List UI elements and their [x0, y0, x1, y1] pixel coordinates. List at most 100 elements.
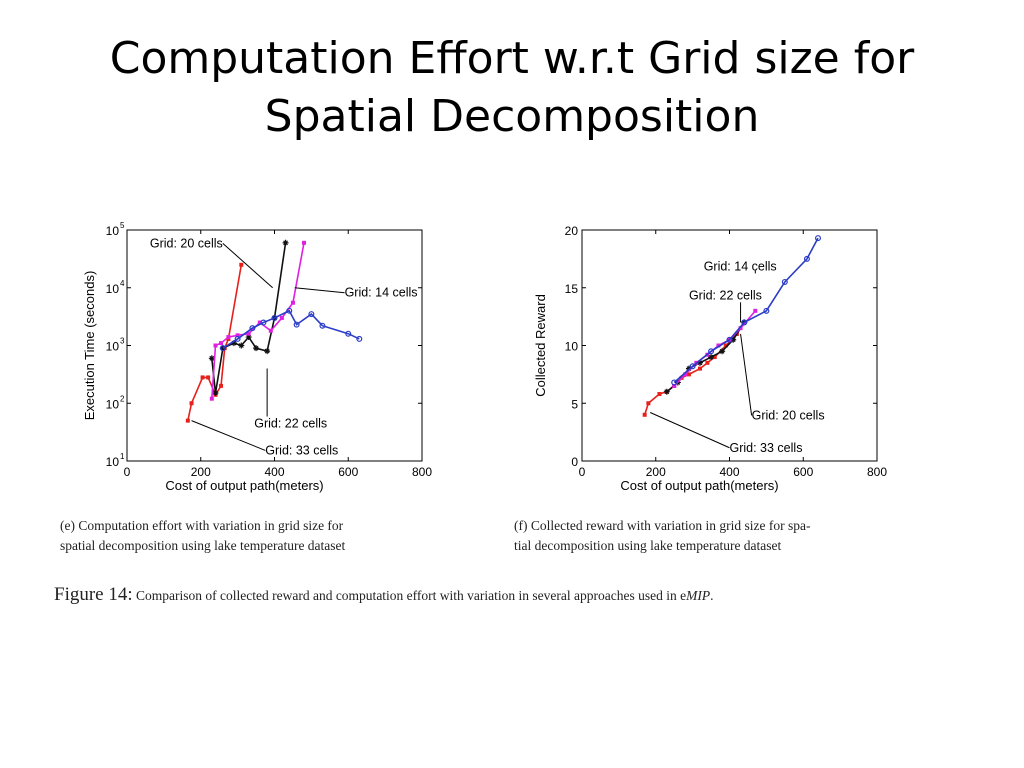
annotation-connector — [294, 287, 345, 294]
plot-frame — [126, 229, 423, 462]
data-point-grid-22-cells — [282, 239, 289, 246]
series-line-grid-14-cells — [222, 309, 360, 349]
y-tick-label: 0 — [571, 455, 578, 469]
data-point-grid-14-cells — [234, 335, 241, 342]
x-tick-label: 200 — [646, 465, 666, 479]
data-point-grid-33-cells — [698, 366, 702, 371]
y-tick-label: 10 — [106, 224, 120, 238]
data-point-grid-14-cells — [271, 314, 278, 321]
series-line-grid-22-cells — [211, 242, 287, 394]
data-point-grid-22-cells — [697, 359, 703, 366]
annotation-label: Grid: 14 cells — [345, 286, 418, 300]
caption-left-line-1: (e) Computation effort with variation in… — [60, 518, 344, 533]
y-tick-label: 5 — [571, 397, 578, 411]
y-tick-label: 10 — [106, 397, 120, 411]
data-point-grid-33-cells — [239, 262, 244, 267]
data-point-grid-33-cells — [646, 401, 651, 406]
annotation-label: Grid: 33 cells — [265, 443, 338, 457]
annotation-connector — [191, 420, 266, 451]
data-point-grid-20-cells — [268, 328, 273, 333]
data-point-grid-20-cells — [672, 383, 677, 388]
x-tick-label: 0 — [124, 465, 131, 479]
slide-title-line-2: Spatial Decomposition — [264, 91, 760, 142]
data-point-grid-33-cells — [185, 418, 190, 423]
x-tick-label: 800 — [867, 465, 887, 479]
annotation-label: Grid: 14 cells — [704, 259, 777, 273]
data-point-grid-14-cells — [319, 322, 326, 329]
x-tick-label: 400 — [719, 465, 739, 479]
caption-right-line-2: tial decomposition using lake temperatur… — [514, 538, 782, 553]
data-point-grid-22-cells — [730, 336, 737, 343]
data-point-grid-14-cells — [763, 307, 770, 314]
data-point-grid-14-cells — [671, 379, 678, 386]
data-point-grid-33-cells — [200, 375, 205, 380]
data-point-grid-20-cells — [716, 343, 721, 348]
x-tick-label: 0 — [579, 465, 586, 479]
y-axis-label: Collected Reward — [533, 294, 548, 397]
data-point-grid-14-cells — [249, 325, 256, 332]
data-point-grid-33-cells — [712, 355, 717, 360]
data-point-grid-33-cells — [705, 360, 710, 365]
data-point-grid-20-cells — [279, 315, 284, 320]
data-point-grid-22-cells — [230, 340, 237, 347]
data-point-grid-14-cells — [219, 345, 226, 352]
y-tick-label: 15 — [565, 282, 579, 296]
collected-reward-chart: 0 200 400 600 800 0 5 10 15 20 Cost of output path… — [533, 224, 887, 493]
figure-text: Comparison of collected reward and compu… — [132, 588, 687, 603]
y-tick-label: 10 — [106, 340, 120, 354]
annotation-label: Grid: 33 cells — [730, 441, 803, 455]
data-point-grid-14-cells — [803, 255, 810, 262]
data-point-grid-14-cells — [345, 330, 352, 337]
y-tick-exponent: 5 — [120, 221, 125, 230]
data-point-grid-33-cells — [189, 401, 194, 406]
x-tick-label: 600 — [338, 465, 358, 479]
data-point-grid-33-cells — [219, 383, 224, 388]
data-point-grid-22-cells — [245, 334, 252, 341]
data-point-grid-14-cells — [708, 348, 715, 355]
annotation-connector — [740, 333, 753, 416]
data-point-grid-22-cells — [238, 342, 245, 349]
data-point-grid-20-cells — [209, 396, 214, 401]
annotation-label: Grid: 22 cells — [254, 417, 327, 431]
figure-italic: MIP — [686, 588, 711, 603]
data-point-grid-22-cells — [719, 348, 726, 355]
data-point-grid-20-cells — [738, 326, 743, 331]
x-tick-label: 200 — [191, 465, 211, 479]
data-point-grid-20-cells — [753, 308, 758, 313]
y-tick-exponent: 3 — [120, 337, 125, 346]
data-point-grid-33-cells — [642, 412, 647, 417]
data-point-grid-14-cells — [260, 319, 267, 326]
data-point-grid-14-cells — [286, 307, 293, 314]
data-point-grid-20-cells — [257, 320, 262, 325]
data-point-grid-14-cells — [356, 335, 363, 342]
data-point-grid-20-cells — [290, 300, 295, 305]
x-tick-label: 800 — [412, 465, 432, 479]
data-point-grid-14-cells — [689, 363, 696, 370]
data-point-grid-20-cells — [302, 240, 306, 245]
y-axis-label: Execution Time (seconds) — [82, 271, 97, 421]
series-line-grid-14-cells — [673, 237, 819, 384]
plot-frame — [581, 229, 878, 462]
annotation-connector — [222, 243, 273, 289]
data-point-grid-14-cells — [781, 278, 788, 285]
caption-left-line-2: spatial decomposition using lake tempera… — [60, 538, 346, 553]
y-tick-label: 20 — [565, 224, 579, 238]
slide-title: Computation Effort w.r.t Grid size for S… — [0, 30, 1024, 146]
y-tick-exponent: 2 — [120, 394, 125, 403]
data-point-grid-22-cells — [219, 345, 226, 352]
x-tick-label: 600 — [793, 465, 813, 479]
data-point-grid-20-cells — [219, 341, 224, 346]
caption-right: (f) Collected reward with variation in g… — [514, 516, 811, 556]
y-tick-label: 10 — [106, 282, 120, 296]
data-point-grid-33-cells — [206, 375, 211, 380]
data-point-grid-20-cells — [683, 372, 688, 377]
y-tick-label: 10 — [106, 455, 120, 469]
data-point-grid-14-cells — [308, 311, 315, 318]
x-axis-label: Cost of output path(meters) — [165, 478, 323, 493]
figure-caption: Figure 14: Comparison of collected rewar… — [54, 584, 994, 606]
data-point-grid-33-cells — [723, 343, 728, 348]
data-point-grid-20-cells — [213, 343, 218, 348]
x-tick-label: 400 — [264, 465, 284, 479]
data-point-grid-33-cells — [657, 392, 662, 397]
x-axis-label: Cost of output path(meters) — [620, 478, 778, 493]
